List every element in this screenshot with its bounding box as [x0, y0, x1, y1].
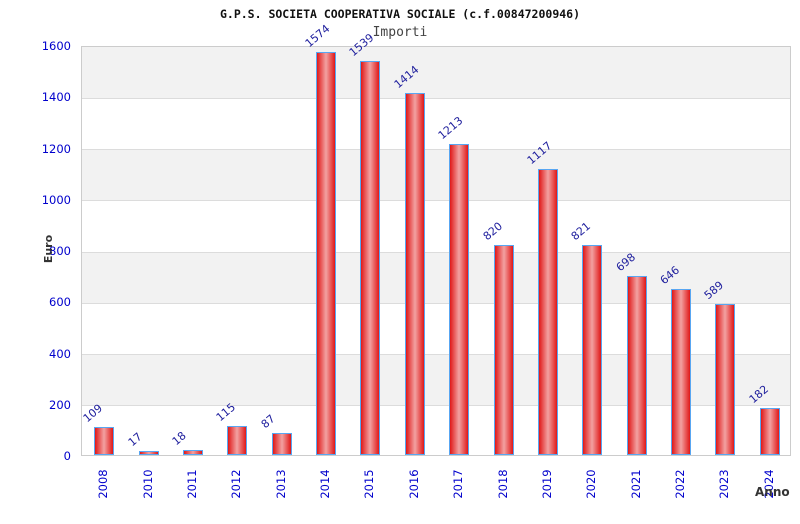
y-tick-label: 1200: [41, 141, 71, 156]
y-tick-label: 800: [49, 244, 71, 258]
y-tick-label: 1000: [41, 192, 71, 207]
bar: [626, 276, 647, 455]
bar: [360, 60, 381, 455]
bar: [671, 289, 692, 455]
gridline: [82, 97, 790, 99]
x-tick-label: 2016: [406, 469, 421, 499]
x-tick-label: 2014: [318, 469, 333, 499]
x-tick-label: 2018: [495, 469, 510, 499]
y-tick-label: 600: [49, 295, 71, 310]
bar: [449, 144, 470, 455]
chart-subtitle: Importi: [372, 25, 428, 40]
gridline: [82, 251, 790, 253]
plot-band: [82, 200, 790, 252]
bar: [94, 427, 115, 455]
x-tick-label: 2011: [184, 469, 199, 499]
y-axis-label: Euro: [42, 234, 55, 264]
bar: [182, 450, 203, 455]
x-tick-label: 2019: [539, 469, 554, 499]
x-tick-label: 2015: [362, 469, 377, 499]
x-tick-label: 2013: [273, 469, 288, 499]
y-tick-label: 400: [49, 346, 71, 361]
plot-band: [82, 149, 790, 201]
x-tick-label: 2023: [717, 469, 732, 499]
bar: [493, 244, 514, 455]
bar: [404, 92, 425, 455]
gridline: [82, 354, 790, 355]
x-tick-label: 2012: [229, 469, 244, 499]
bar: [759, 408, 780, 455]
gridline: [82, 149, 790, 150]
x-tick-label: 2020: [584, 469, 599, 499]
chart-title: G.P.S. SOCIETA COOPERATIVA SOCIALE (c.f.…: [219, 7, 581, 21]
x-tick-label: 2017: [451, 469, 466, 499]
bar: [537, 168, 558, 455]
bar: [582, 244, 603, 455]
x-tick-label: 2008: [96, 469, 111, 499]
x-tick-label: 2024: [761, 469, 776, 499]
gridline: [82, 405, 790, 407]
x-tick-label: 2021: [628, 469, 643, 499]
y-tick-label: 1600: [41, 39, 71, 53]
bar: [138, 450, 159, 455]
plot-area: [81, 46, 791, 456]
plot-band: [82, 47, 790, 99]
bar-chart: G.P.S. SOCIETA COOPERATIVA SOCIALE (c.f.…: [41, 7, 791, 499]
x-tick-label: 2022: [673, 469, 688, 499]
y-tick-label: 200: [49, 397, 71, 412]
x-axis-label: Anno: [755, 485, 790, 499]
bar: [227, 425, 248, 455]
gridline: [82, 302, 790, 304]
y-tick-label: 1400: [41, 90, 71, 105]
gridline: [82, 200, 790, 202]
bar: [271, 432, 292, 455]
bar: [715, 304, 736, 455]
x-tick-label: 2010: [140, 469, 155, 499]
y-tick-label: 0: [63, 449, 71, 463]
plot-band: [82, 98, 790, 150]
bar: [316, 51, 337, 455]
